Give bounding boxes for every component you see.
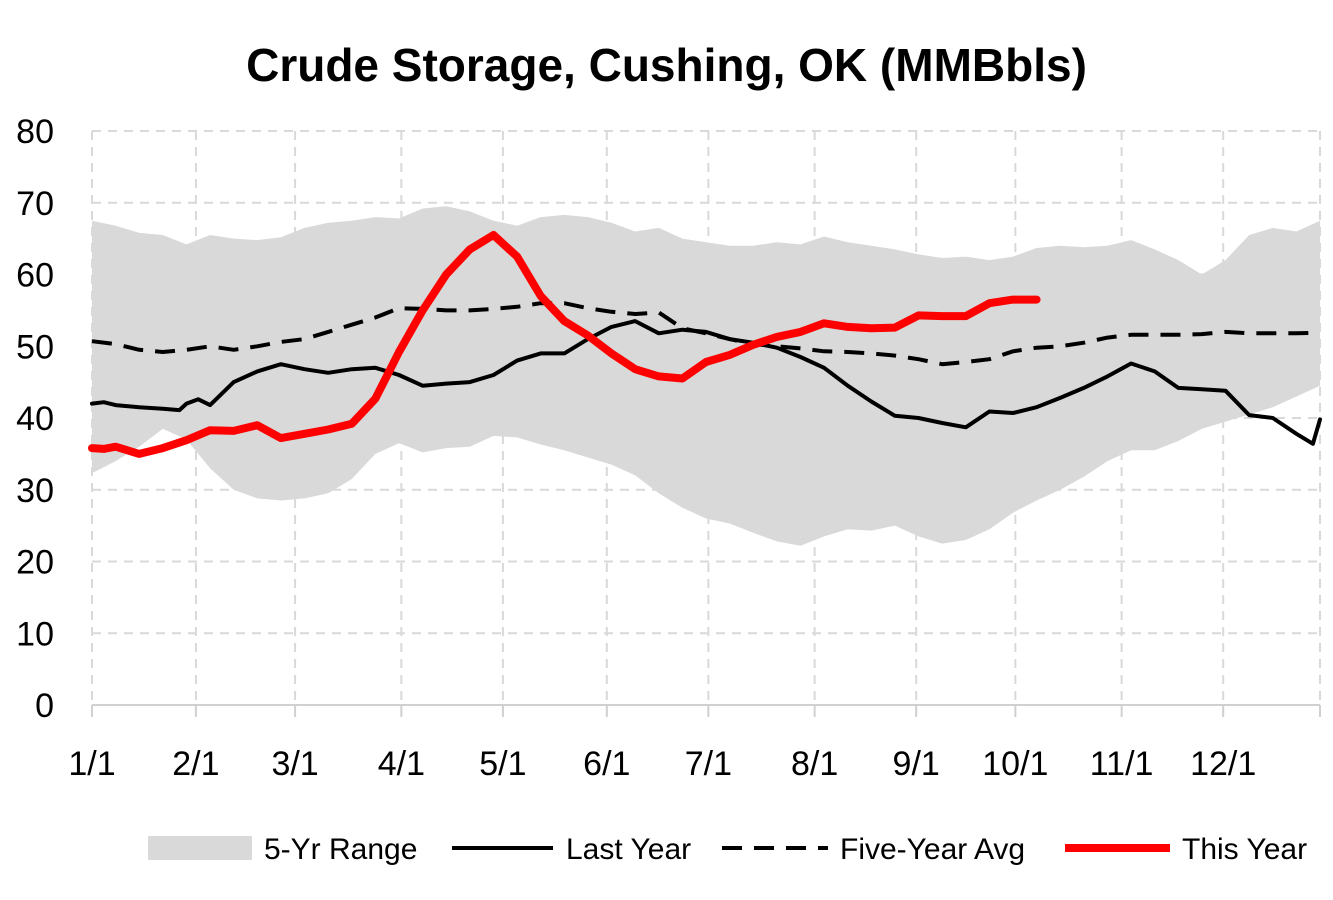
y-tick-label: 80	[16, 113, 54, 151]
y-tick-label: 70	[16, 185, 54, 223]
series-this-year-line	[88, 231, 1041, 458]
y-tick-label: 60	[16, 257, 54, 295]
legend-label-five-year-avg: Five-Year Avg	[840, 833, 1025, 866]
series-last-year-line	[90, 319, 1322, 446]
x-tick-label: 2/1	[172, 745, 219, 783]
legend-label-this-year: This Year	[1182, 833, 1307, 866]
y-tick-label: 20	[16, 544, 54, 582]
series-five-year-avg-line	[91, 301, 1321, 367]
series-5yr-range-area	[92, 206, 1320, 546]
x-tick-label: 7/1	[685, 745, 732, 783]
y-tick-label: 40	[16, 400, 54, 438]
x-tick-label: 6/1	[583, 745, 630, 783]
chart-title: Crude Storage, Cushing, OK (MMBbls)	[246, 39, 1087, 91]
legend-layer: 5-Yr Range Last Year Five-Year Avg This Yea…	[148, 833, 1307, 866]
x-tick-label: 9/1	[893, 745, 940, 783]
x-tick-label: 11/1	[1090, 745, 1154, 783]
range-layer	[92, 206, 1320, 546]
x-tick-label: 1/1	[68, 745, 115, 783]
x-tick-label: 12/1	[1190, 745, 1256, 783]
axis-layer: 0 10 20 30 40 50 60 70 80 1/1 2/1 3/1 4/1 5/1 6/1 7/1 8/…	[16, 113, 1321, 783]
x-tick-label: 5/1	[479, 745, 526, 783]
x-tick-label: 4/1	[378, 745, 425, 783]
y-tick-label: 50	[16, 328, 54, 366]
legend-label-last-year: Last Year	[566, 833, 691, 866]
y-tick-label: 0	[35, 687, 54, 725]
x-tick-label: 3/1	[271, 745, 318, 783]
x-tick-label: 10/1	[982, 745, 1048, 783]
y-tick-label: 30	[16, 472, 54, 510]
line-layer	[88, 231, 1322, 458]
legend-swatch-5-yr-range	[148, 836, 252, 860]
x-tick-label: 8/1	[791, 745, 838, 783]
legend-label-5-yr-range: 5-Yr Range	[264, 833, 417, 866]
y-tick-label: 10	[16, 615, 54, 653]
